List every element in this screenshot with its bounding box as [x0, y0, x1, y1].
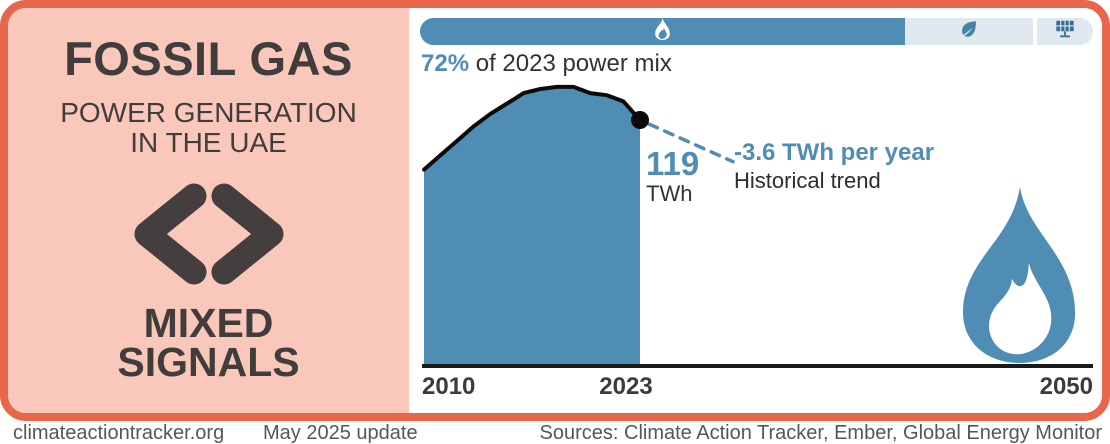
- generation-area-chart: [422, 84, 1093, 368]
- solar-panel-icon: [1054, 19, 1076, 44]
- power-mix-caption-text: of 2023 power mix: [469, 50, 672, 77]
- site-link[interactable]: climateactiontracker.org: [13, 422, 225, 444]
- x-tick-2050: 2050: [1039, 373, 1093, 400]
- verdict-line-1: MIXED: [143, 299, 274, 346]
- x-tick-2010: 2010: [422, 373, 476, 400]
- page-title: FOSSIL GAS: [64, 32, 353, 85]
- data-point-2023-dot: [631, 111, 649, 129]
- power-mix-segment-renewables: [905, 18, 1038, 45]
- subtitle-line-1: POWER GENERATION: [60, 97, 357, 128]
- page-subtitle: POWER GENERATION IN THE UAE: [8, 98, 409, 158]
- x-axis-labels: 2010 2023 2050: [420, 375, 1093, 403]
- area-series-outline: [422, 84, 642, 172]
- power-mix-percent: 72%: [421, 50, 470, 77]
- trend-rate-label: -3.6 TWh per year: [734, 139, 935, 166]
- title-panel: FOSSIL GAS POWER GENERATION IN THE UAE M…: [8, 8, 409, 413]
- power-mix-caption: 72% of 2023 power mix: [421, 50, 672, 78]
- value-2023-label: 119: [646, 145, 700, 182]
- mixed-signals-chevrons-icon: [8, 183, 409, 290]
- update-date-label: May 2025 update: [263, 422, 418, 444]
- subtitle-line-2: IN THE UAE: [130, 126, 287, 158]
- power-mix-bar: [420, 18, 1093, 45]
- verdict-label: MIXED SIGNALS: [8, 299, 409, 385]
- leaf-icon: [959, 19, 979, 44]
- trend-name-label: Historical trend: [734, 168, 881, 193]
- area-series-fill: [424, 86, 640, 367]
- trend-annotation: -3.6 TWh per year Historical trend: [734, 141, 934, 192]
- power-mix-segment-fossil-gas: [420, 18, 905, 45]
- gas-flame-icon: [963, 187, 1076, 364]
- trend-dashed-line: [647, 122, 735, 164]
- value-2023-unit: TWh: [646, 181, 693, 206]
- verdict-line-2: SIGNALS: [117, 338, 300, 385]
- sources-label: Sources: Climate Action Tracker, Ember, …: [539, 422, 1102, 444]
- power-mix-segment-solar: [1037, 18, 1093, 45]
- footer: climateactiontracker.org May 2025 update…: [0, 421, 1110, 444]
- chart-panel: 72% of 2023 power mix 119 TWh -3.6 TWh p…: [409, 8, 1102, 413]
- infographic-card: FOSSIL GAS POWER GENERATION IN THE UAE M…: [0, 0, 1110, 421]
- x-tick-2023: 2023: [599, 373, 653, 400]
- flame-icon: [654, 18, 670, 45]
